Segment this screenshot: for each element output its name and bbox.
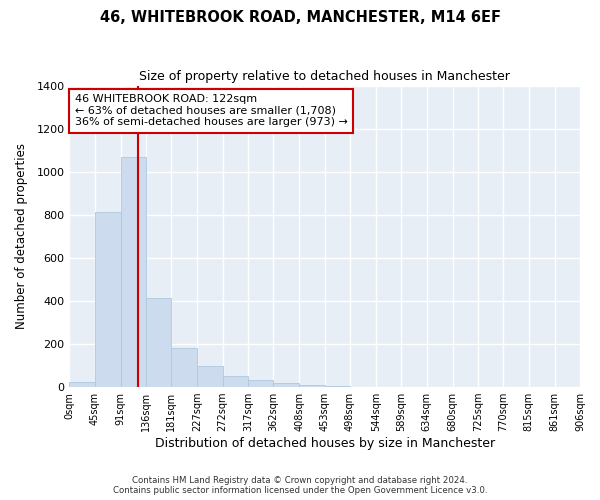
Bar — [146, 298, 172, 387]
Bar — [70, 382, 95, 387]
Bar — [172, 348, 197, 387]
Bar — [197, 366, 223, 387]
Bar — [325, 386, 350, 387]
Y-axis label: Number of detached properties: Number of detached properties — [15, 144, 28, 330]
Bar — [248, 380, 274, 387]
Text: 46 WHITEBROOK ROAD: 122sqm
← 63% of detached houses are smaller (1,708)
36% of s: 46 WHITEBROOK ROAD: 122sqm ← 63% of deta… — [75, 94, 348, 128]
Bar — [121, 157, 146, 387]
X-axis label: Distribution of detached houses by size in Manchester: Distribution of detached houses by size … — [155, 437, 495, 450]
Bar — [95, 212, 121, 387]
Bar — [223, 376, 248, 387]
Bar — [299, 385, 325, 387]
Title: Size of property relative to detached houses in Manchester: Size of property relative to detached ho… — [139, 70, 510, 83]
Text: 46, WHITEBROOK ROAD, MANCHESTER, M14 6EF: 46, WHITEBROOK ROAD, MANCHESTER, M14 6EF — [100, 10, 500, 25]
Bar — [274, 383, 299, 387]
Text: Contains HM Land Registry data © Crown copyright and database right 2024.
Contai: Contains HM Land Registry data © Crown c… — [113, 476, 487, 495]
